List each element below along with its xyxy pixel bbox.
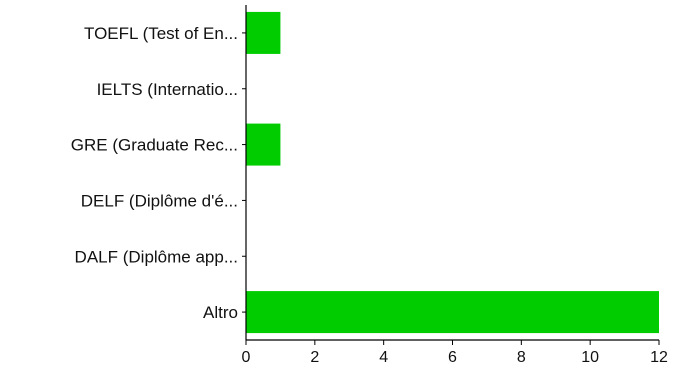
x-tick-label-1: 2 (310, 349, 319, 366)
bar-5 (246, 291, 659, 334)
x-tick-label-6: 12 (650, 349, 668, 366)
category-labels: TOEFL (Test of En... IELTS (Internatio...… (71, 24, 238, 322)
x-tick-labels: 0 2 4 6 8 10 12 (242, 349, 668, 366)
bar-0 (246, 11, 281, 54)
x-tick-label-5: 10 (581, 349, 599, 366)
category-label-3: DELF (Diplôme d'é... (81, 191, 238, 210)
category-label-0: TOEFL (Test of En... (84, 24, 238, 43)
x-tick-label-4: 8 (517, 349, 526, 366)
x-tick-label-0: 0 (242, 349, 251, 366)
bars-layer (246, 11, 659, 334)
category-label-1: IELTS (Internatio... (97, 80, 238, 99)
x-tick-label-3: 6 (448, 349, 457, 366)
bar-2 (246, 123, 281, 166)
category-label-4: DALF (Diplôme app... (75, 247, 238, 266)
category-label-2: GRE (Graduate Rec... (71, 136, 238, 155)
x-tick-label-2: 4 (379, 349, 388, 366)
category-label-5: Altro (203, 303, 238, 322)
axes (242, 5, 660, 345)
